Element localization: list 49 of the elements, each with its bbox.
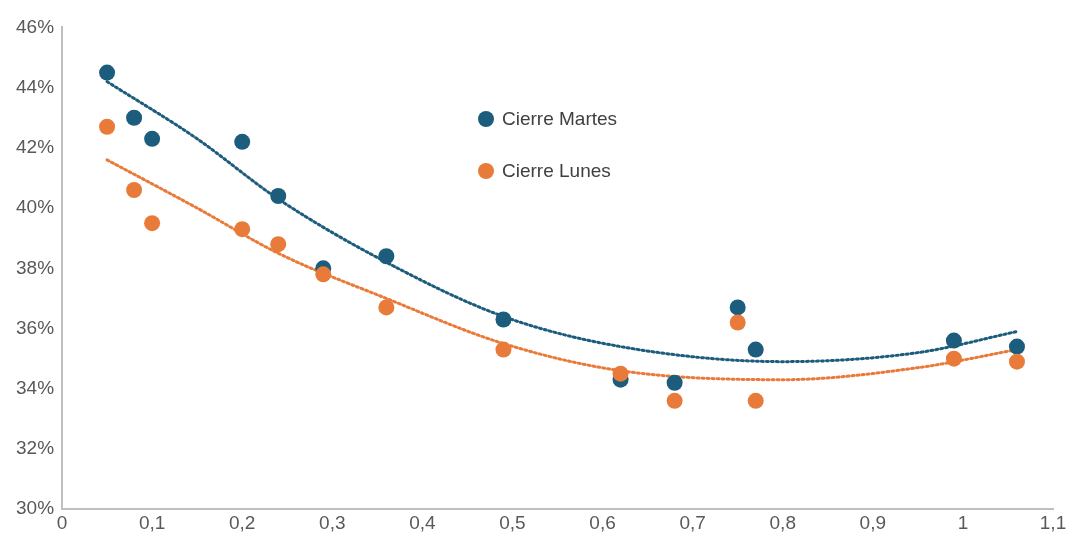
point	[495, 341, 512, 358]
point	[747, 341, 764, 358]
point	[747, 392, 764, 409]
point	[945, 332, 962, 349]
x-tick-label: 0,5	[499, 511, 526, 533]
point	[1008, 353, 1025, 370]
y-tick-label: 38%	[16, 256, 55, 278]
x-tick-label: 0,8	[769, 511, 796, 533]
x-tick-label: 1,1	[1039, 511, 1067, 533]
point	[270, 188, 287, 205]
y-tick-label: 42%	[16, 136, 55, 158]
x-tick-label: 0,6	[589, 511, 616, 533]
y-tick-label: 46%	[16, 15, 55, 37]
x-tick-label: 1	[957, 511, 969, 533]
y-tick-label: 40%	[16, 196, 55, 218]
point	[126, 182, 143, 199]
point	[378, 248, 395, 265]
point	[144, 130, 161, 147]
x-tick-label: 0,4	[409, 511, 437, 533]
point	[495, 311, 512, 328]
point	[126, 109, 143, 126]
y-tick-label: 32%	[16, 437, 55, 459]
point	[270, 236, 287, 253]
legend-label: Cierre Martes	[502, 108, 618, 130]
x-tick-label: 0	[56, 511, 68, 533]
point	[1008, 338, 1025, 355]
point	[729, 299, 746, 316]
legend-label: Cierre Lunes	[502, 160, 611, 182]
point	[144, 215, 161, 232]
point	[666, 374, 683, 391]
y-tick-label: 34%	[16, 376, 55, 398]
y-tick-label: 30%	[16, 497, 55, 519]
x-tick-label: 0,3	[319, 511, 346, 533]
point	[99, 64, 116, 81]
x-tick-label: 0,7	[679, 511, 706, 533]
point	[612, 365, 629, 382]
point	[729, 314, 746, 331]
y-tick-label: 36%	[16, 316, 55, 338]
point	[378, 299, 395, 316]
x-tick-label: 0,1	[138, 511, 166, 533]
x-tick-label: 0,9	[859, 511, 887, 533]
x-tick-label: 0,2	[228, 511, 256, 533]
point	[234, 221, 251, 238]
point	[99, 118, 116, 135]
point	[315, 266, 332, 283]
point	[666, 392, 683, 409]
point	[234, 133, 251, 150]
y-tick-label: 44%	[16, 75, 55, 97]
point	[945, 350, 962, 367]
